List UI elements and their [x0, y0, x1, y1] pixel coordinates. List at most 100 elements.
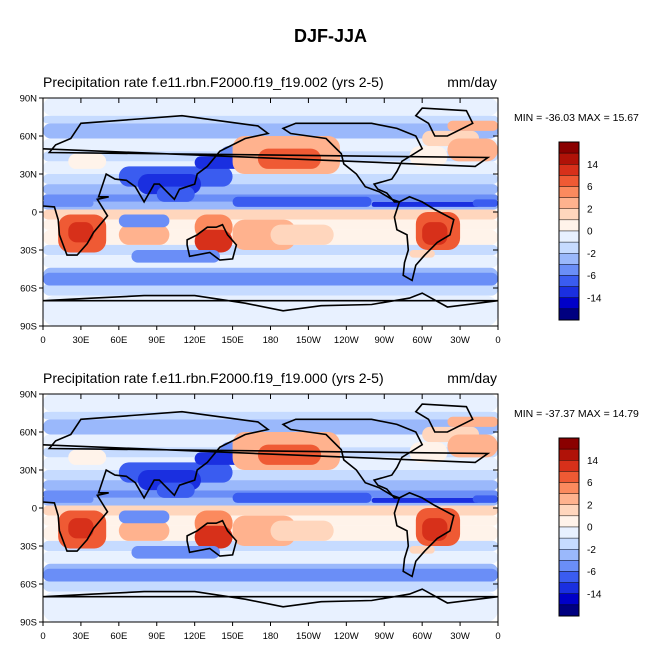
colorbar-label: -2 — [587, 545, 596, 556]
lat-label: 0 — [32, 208, 37, 219]
precip-contour-region — [43, 123, 498, 139]
precip-contour-region — [43, 578, 498, 592]
colorbar-box — [558, 482, 580, 494]
precip-contour-region — [118, 214, 170, 228]
lon-label: 0 — [40, 335, 45, 346]
colorbar-label: -6 — [587, 271, 596, 282]
precip-contour-region — [270, 224, 334, 245]
panel-units: mm/day — [447, 370, 497, 386]
coastline — [43, 588, 498, 608]
precip-contour-region — [43, 199, 94, 207]
precip-contour-region — [43, 419, 498, 435]
colorbar-box — [558, 230, 580, 243]
colorbar-label: 0 — [587, 227, 593, 238]
precip-contour-region — [43, 295, 498, 326]
colorbar-frame — [558, 141, 580, 321]
precip-contour-region — [232, 196, 372, 207]
lon-label: 30E — [72, 631, 89, 642]
colorbar-box — [558, 219, 580, 232]
colorbar-box — [558, 515, 580, 528]
lat-label: 30S — [20, 246, 37, 257]
map-panel-1: Precipitation rate f.e11.rbn.F2000.f19_f… — [0, 74, 661, 374]
lat-label: 30N — [20, 170, 38, 181]
colorbar-label: 14 — [587, 160, 599, 171]
lat-label: 60S — [20, 284, 37, 295]
lon-label: 0 — [495, 631, 500, 642]
coastline — [414, 107, 474, 137]
coastline — [43, 410, 491, 552]
lon-label: 150W — [296, 631, 321, 642]
lon-label: 150W — [296, 335, 321, 346]
lon-label: 90E — [148, 335, 165, 346]
precip-contour-region — [68, 518, 94, 539]
precip-contour-region — [422, 518, 448, 541]
colorbar-label: -6 — [587, 567, 596, 578]
precip-contour-region — [68, 449, 107, 465]
coastline — [281, 122, 424, 203]
panel-title: Precipitation rate f.e11.rbn.F2000.f19_f… — [43, 74, 384, 90]
figure-title: DJF-JJA — [293, 26, 368, 46]
lon-label: 60W — [412, 631, 432, 642]
colorbar-frame — [558, 437, 580, 617]
coastline — [393, 195, 455, 282]
precip-contour-region — [409, 250, 435, 258]
lon-label: 30W — [450, 335, 470, 346]
lon-label: 0 — [40, 631, 45, 642]
lon-label: 180 — [263, 631, 279, 642]
precip-contour-region — [43, 115, 498, 124]
colorbar-box — [558, 286, 580, 298]
colorbar-box — [558, 152, 580, 165]
colorbar-box — [558, 471, 580, 483]
precip-contour-region — [43, 174, 498, 185]
colorbar-box — [558, 460, 580, 472]
precip-contour-region — [43, 411, 498, 420]
colorbar-box — [558, 549, 580, 561]
lat-label: 0 — [32, 504, 37, 515]
precip-contour-region — [131, 250, 220, 263]
precip-contour-region — [131, 546, 220, 559]
colorbar-box — [558, 493, 580, 505]
panel-minmax: MIN = -36.03 MAX = 15.67 — [514, 112, 639, 124]
precip-contour-region — [422, 222, 448, 245]
lon-label: 60E — [110, 631, 127, 642]
colorbar-box — [558, 197, 580, 209]
lat-label: 30S — [20, 542, 37, 553]
colorbar-box — [558, 593, 580, 606]
lon-label: 120W — [334, 335, 359, 346]
lat-label: 60N — [20, 428, 38, 439]
precip-contour-region — [447, 416, 498, 427]
lon-label: 120E — [184, 335, 206, 346]
precip-contour-region — [43, 184, 498, 195]
colorbar-label: -14 — [587, 589, 602, 600]
precip-field — [43, 98, 498, 326]
precip-contour-region — [43, 568, 498, 582]
lon-label: 60W — [412, 335, 432, 346]
coastline — [43, 292, 498, 312]
precip-contour-region — [447, 120, 498, 131]
colorbar-label: 6 — [587, 182, 593, 193]
precip-contour-region — [43, 272, 498, 286]
colorbar-label: 14 — [587, 456, 599, 467]
precip-contour-region — [447, 434, 498, 458]
lon-label: 90W — [374, 631, 394, 642]
panel-minmax: MIN = -37.37 MAX = 14.79 — [514, 408, 639, 420]
precip-contour-region — [118, 520, 170, 541]
precip-contour-region — [409, 546, 435, 554]
precip-contour-region — [472, 495, 498, 503]
map-panel-2: Precipitation rate f.e11.rbn.F2000.f19_f… — [0, 370, 661, 670]
lon-label: 60E — [110, 335, 127, 346]
precip-field — [43, 394, 498, 622]
colorbar-box — [558, 604, 580, 617]
coastline — [414, 403, 474, 433]
colorbar-label: 0 — [587, 523, 593, 534]
precip-contour-region — [118, 224, 170, 245]
precip-contour-region — [43, 495, 94, 503]
colorbar-label: -2 — [587, 249, 596, 260]
precip-contour-region — [43, 470, 498, 481]
lat-label: 90S — [20, 322, 37, 333]
precip-contour-region — [156, 482, 195, 498]
precip-contour-region — [118, 510, 170, 524]
colorbar-box — [558, 186, 580, 198]
precip-contour-region — [472, 199, 498, 207]
lon-label: 120W — [334, 631, 359, 642]
